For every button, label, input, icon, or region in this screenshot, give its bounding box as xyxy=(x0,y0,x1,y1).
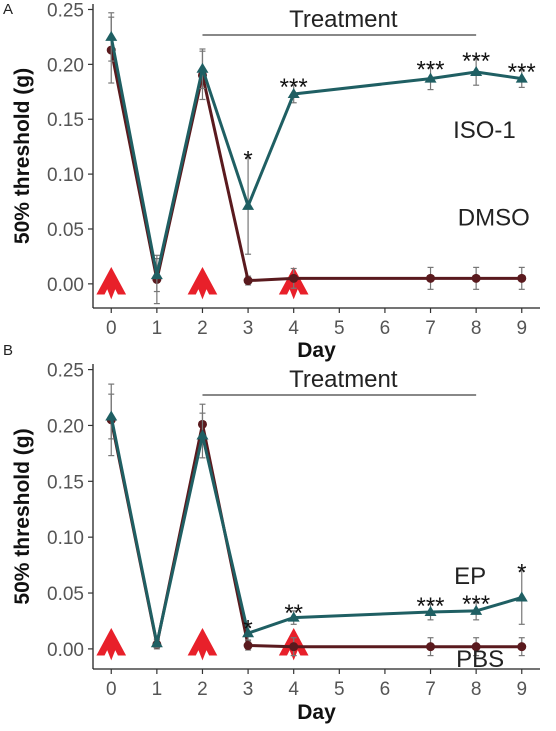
data-point xyxy=(287,87,300,98)
y-tick-label: 0.20 xyxy=(47,416,84,437)
data-point xyxy=(471,273,481,283)
y-tick-label: 0.00 xyxy=(47,640,84,661)
panel-letter-a: A xyxy=(3,1,13,18)
x-tick-label: 9 xyxy=(516,679,527,700)
x-axis-title: Day xyxy=(297,701,336,724)
data-point xyxy=(150,269,163,280)
y-tick-label: 0.10 xyxy=(47,165,84,186)
data-point xyxy=(150,637,163,648)
data-point xyxy=(424,72,437,83)
data-point xyxy=(515,591,528,602)
x-tick-label: 2 xyxy=(197,318,208,339)
data-point xyxy=(517,273,527,283)
significance-marker: *** xyxy=(462,591,490,618)
data-point xyxy=(105,410,118,421)
significance-marker: * xyxy=(243,616,252,643)
x-tick-label: 1 xyxy=(152,679,163,700)
x-tick-label: 5 xyxy=(334,679,345,700)
y-tick-label: 0.25 xyxy=(47,0,84,21)
y-tick-label: 0.10 xyxy=(47,528,84,549)
injection-arrow xyxy=(96,627,127,661)
x-tick-label: 8 xyxy=(471,318,482,339)
series-iso-1 xyxy=(105,12,528,293)
data-point xyxy=(470,604,483,615)
x-tick-label: 1 xyxy=(152,318,163,339)
x-tick-label: 4 xyxy=(288,318,299,339)
significance-marker: *** xyxy=(462,48,490,75)
significance-marker: *** xyxy=(417,57,445,84)
y-axis-title: 50% threshold (g) xyxy=(11,428,34,604)
y-tick-label: 0.15 xyxy=(47,472,84,493)
data-point xyxy=(426,642,436,652)
data-point xyxy=(242,627,255,638)
data-point xyxy=(426,273,436,283)
series-line xyxy=(109,36,523,277)
x-tick-label: 9 xyxy=(516,318,527,339)
series-line xyxy=(109,49,522,283)
data-point xyxy=(105,30,118,41)
injection-arrow xyxy=(187,627,218,661)
significance-marker: ** xyxy=(284,600,303,627)
x-tick-label: 2 xyxy=(197,679,208,700)
treatment-label: Treatment xyxy=(289,366,398,393)
y-tick-label: 0.05 xyxy=(47,584,84,605)
x-tick-label: 4 xyxy=(288,679,299,700)
x-tick-label: 6 xyxy=(380,679,391,700)
series-label-dmso: DMSO xyxy=(458,205,530,232)
x-axis-title: Day xyxy=(297,339,336,362)
significance-marker: * xyxy=(517,560,526,587)
x-tick-label: 3 xyxy=(243,679,254,700)
y-tick-label: 0.25 xyxy=(47,361,84,382)
data-point xyxy=(243,276,253,286)
x-tick-label: 3 xyxy=(243,318,254,339)
injection-arrow xyxy=(187,266,218,300)
y-tick-label: 0.05 xyxy=(47,220,84,241)
x-tick-label: 6 xyxy=(380,318,391,339)
series-label-pbs: PBS xyxy=(456,646,504,673)
panel-letter-b: B xyxy=(3,342,13,359)
data-point xyxy=(196,429,209,440)
treatment-label: Treatment xyxy=(289,6,398,33)
data-point xyxy=(287,611,300,622)
x-tick-label: 8 xyxy=(471,679,482,700)
significance-marker: *** xyxy=(508,59,536,86)
data-point xyxy=(424,606,437,617)
y-axis-title: 50% threshold (g) xyxy=(11,68,34,244)
significance-marker: *** xyxy=(280,74,308,101)
data-point xyxy=(517,642,527,652)
data-point xyxy=(243,641,253,651)
data-point xyxy=(196,62,209,73)
x-tick-label: 5 xyxy=(334,318,345,339)
data-point xyxy=(470,66,483,77)
x-tick-label: 0 xyxy=(106,679,117,700)
data-point xyxy=(289,642,299,652)
injection-arrow xyxy=(96,266,127,300)
panel-b: B 0.00 0.05 0.10 0.15 0.20 0.25 0 1 2 3 4 5 6 7 8 9 Day 5… xyxy=(3,342,540,724)
series-label-ep: EP xyxy=(454,563,486,590)
data-point xyxy=(289,273,299,283)
y-tick-label: 0.15 xyxy=(47,110,84,131)
significance-marker: *** xyxy=(417,593,445,620)
series-label-iso1: ISO-1 xyxy=(453,117,516,144)
significance-marker: * xyxy=(243,147,252,174)
panel-a: A 0.00 0.05 0.10 0.15 0.20 0.25 0 1 2 3 4 5 6 7 8 9 Day 5… xyxy=(3,0,540,362)
y-tick-label: 0.20 xyxy=(47,55,84,76)
x-tick-label: 0 xyxy=(106,318,117,339)
series-ep xyxy=(105,393,528,649)
data-point xyxy=(242,199,255,210)
data-point xyxy=(471,642,481,652)
y-tick-label: 0.00 xyxy=(47,275,84,296)
series-line xyxy=(109,416,523,645)
x-tick-label: 7 xyxy=(425,318,436,339)
data-point xyxy=(515,72,528,83)
x-tick-label: 7 xyxy=(425,679,436,700)
